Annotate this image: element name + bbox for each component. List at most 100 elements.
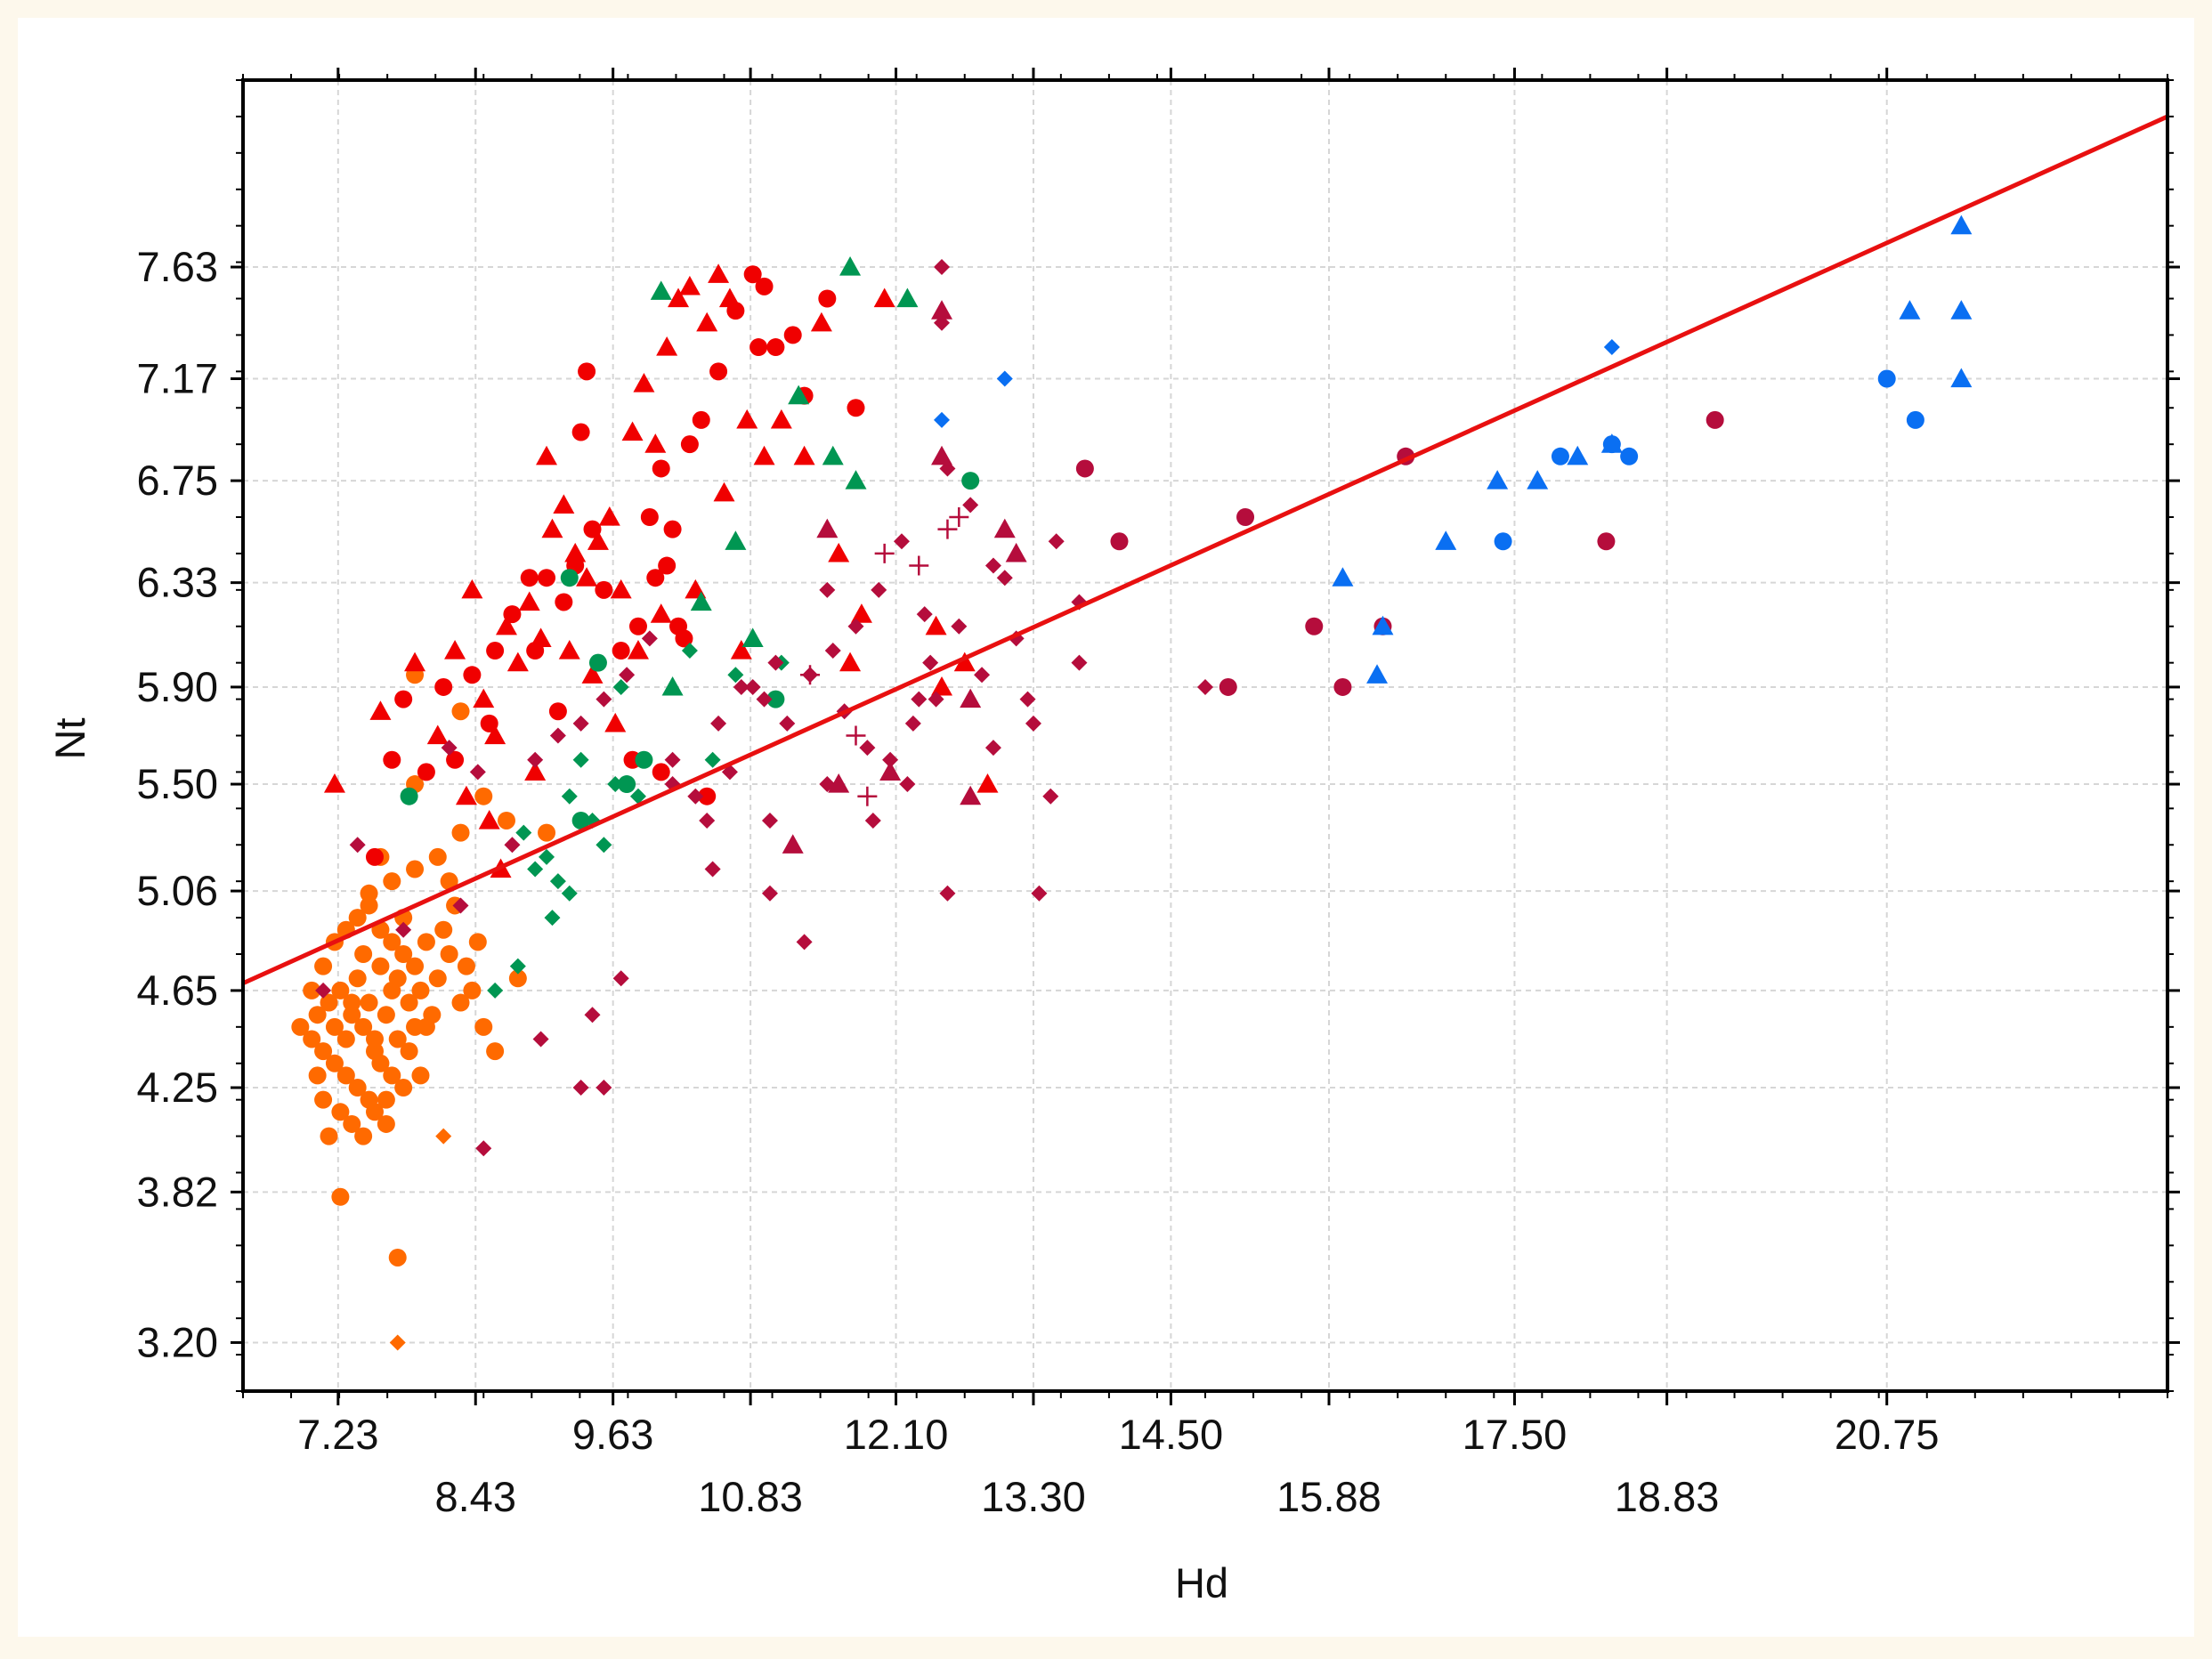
crimson-diamond-point (452, 897, 469, 914)
crimson-circle-point (1305, 617, 1324, 635)
green-circle-point (635, 750, 653, 769)
red-circle-point (755, 277, 774, 295)
crimson-diamond-point (824, 643, 841, 660)
red-triangle-point (323, 773, 345, 793)
orange-circle-point (440, 872, 458, 891)
crimson-diamond-point (962, 497, 979, 514)
red-circle-point (446, 750, 465, 769)
crimson-diamond-point (761, 885, 778, 902)
crimson-plus-point (800, 665, 821, 685)
orange-circle-point (451, 993, 470, 1012)
orange-circle-point (463, 981, 482, 999)
red-triangle-point (931, 676, 953, 696)
green-circle-point (588, 653, 607, 672)
crimson-circle-point (1075, 459, 1094, 478)
y-tick-label: 5.90 (137, 663, 218, 710)
orange-circle-point (383, 872, 401, 891)
orange-circle-point (440, 945, 458, 963)
red-triangle-point (461, 579, 483, 599)
red-circle-point (692, 410, 710, 429)
orange-circle-point (348, 909, 367, 927)
x-tick-label: 7.23 (297, 1411, 378, 1458)
red-triangle-point (524, 761, 547, 781)
red-triangle-point (644, 433, 667, 453)
orange-circle-point (451, 702, 470, 721)
green-circle-point (618, 775, 636, 794)
green-triangle-point (822, 445, 844, 465)
blue-diamond-point (996, 370, 1013, 387)
crimson-diamond-point (911, 691, 928, 708)
crimson-circle-point (1333, 677, 1352, 696)
blue-circle-point (1602, 435, 1621, 454)
orange-circle-point (508, 969, 527, 988)
red-triangle-point (581, 664, 604, 684)
orange-circle-point (451, 823, 470, 842)
orange-circle-point (365, 1103, 384, 1121)
red-circle-point (365, 847, 384, 866)
orange-circle-point (400, 1042, 418, 1061)
crimson-diamond-point (996, 570, 1013, 587)
y-tick-label: 4.65 (137, 967, 218, 1014)
green-diamond-point (704, 751, 721, 768)
crimson-triangle-point (960, 785, 982, 805)
crimson-diamond-point (469, 764, 486, 781)
blue-circle-point (1906, 410, 1924, 429)
red-triangle-point (656, 336, 678, 356)
green-triangle-point (845, 470, 867, 490)
crimson-diamond-point (756, 691, 773, 708)
blue-triangle-point (1567, 445, 1589, 465)
red-triangle-point (541, 518, 563, 538)
data-points (291, 214, 1973, 1351)
red-circle-point (520, 569, 539, 587)
crimson-diamond-point (572, 715, 589, 732)
orange-circle-point (331, 981, 350, 999)
x-tick-label: 20.75 (1835, 1411, 1940, 1458)
crimson-triangle-point (960, 688, 982, 708)
green-circle-point (961, 472, 980, 490)
red-triangle-point (473, 688, 495, 708)
crimson-diamond-point (1019, 691, 1036, 708)
red-triangle-point (850, 603, 872, 623)
red-triangle-point (770, 409, 792, 429)
orange-circle-point (314, 957, 333, 975)
red-triangle-point (708, 263, 730, 283)
orange-circle-point (538, 823, 556, 842)
crimson-diamond-point (761, 812, 778, 829)
crimson-diamond-point (779, 715, 796, 732)
red-circle-point (417, 763, 435, 781)
crimson-diamond-point (315, 982, 332, 999)
x-axis-title: Hd (1175, 1559, 1228, 1606)
orange-circle-point (394, 945, 413, 963)
y-tick-labels: 7.63 7.17 6.75 6.33 5.90 5.50 5.06 4.65 4.25 3.82… (137, 243, 218, 1365)
red-triangle-point (828, 542, 850, 562)
red-triangle-point (495, 615, 517, 635)
blue-triangle-point (1332, 567, 1354, 587)
red-circle-point (783, 326, 802, 344)
red-triangle-point (650, 603, 672, 623)
crimson-diamond-point (744, 678, 761, 695)
crimson-diamond-point (1042, 788, 1059, 805)
blue-diamond-point (1603, 339, 1620, 356)
crimson-diamond-point (733, 678, 749, 695)
crimson-diamond-point (951, 618, 968, 635)
orange-diamond-point (435, 1128, 452, 1145)
crimson-diamond-point (859, 740, 876, 757)
orange-circle-point (348, 1079, 367, 1097)
orange-circle-point (371, 1054, 390, 1072)
orange-circle-point (325, 1017, 344, 1036)
red-triangle-point (506, 651, 529, 672)
red-triangle-point (576, 567, 598, 587)
red-triangle-point (793, 445, 815, 465)
red-circle-point (658, 556, 677, 575)
crimson-diamond-point (934, 259, 951, 276)
red-triangle-point (713, 482, 735, 502)
orange-circle-point (474, 1017, 493, 1036)
crimson-diamond-point (928, 691, 944, 708)
crimson-diamond-point (687, 788, 704, 805)
crimson-diamond-point (704, 861, 721, 878)
green-diamond-point (544, 910, 561, 927)
blue-triangle-point (1950, 214, 1973, 235)
y-tick-label: 4.25 (137, 1064, 218, 1111)
crimson-circle-point (1110, 532, 1129, 551)
blue-triangle-point (1899, 300, 1921, 320)
